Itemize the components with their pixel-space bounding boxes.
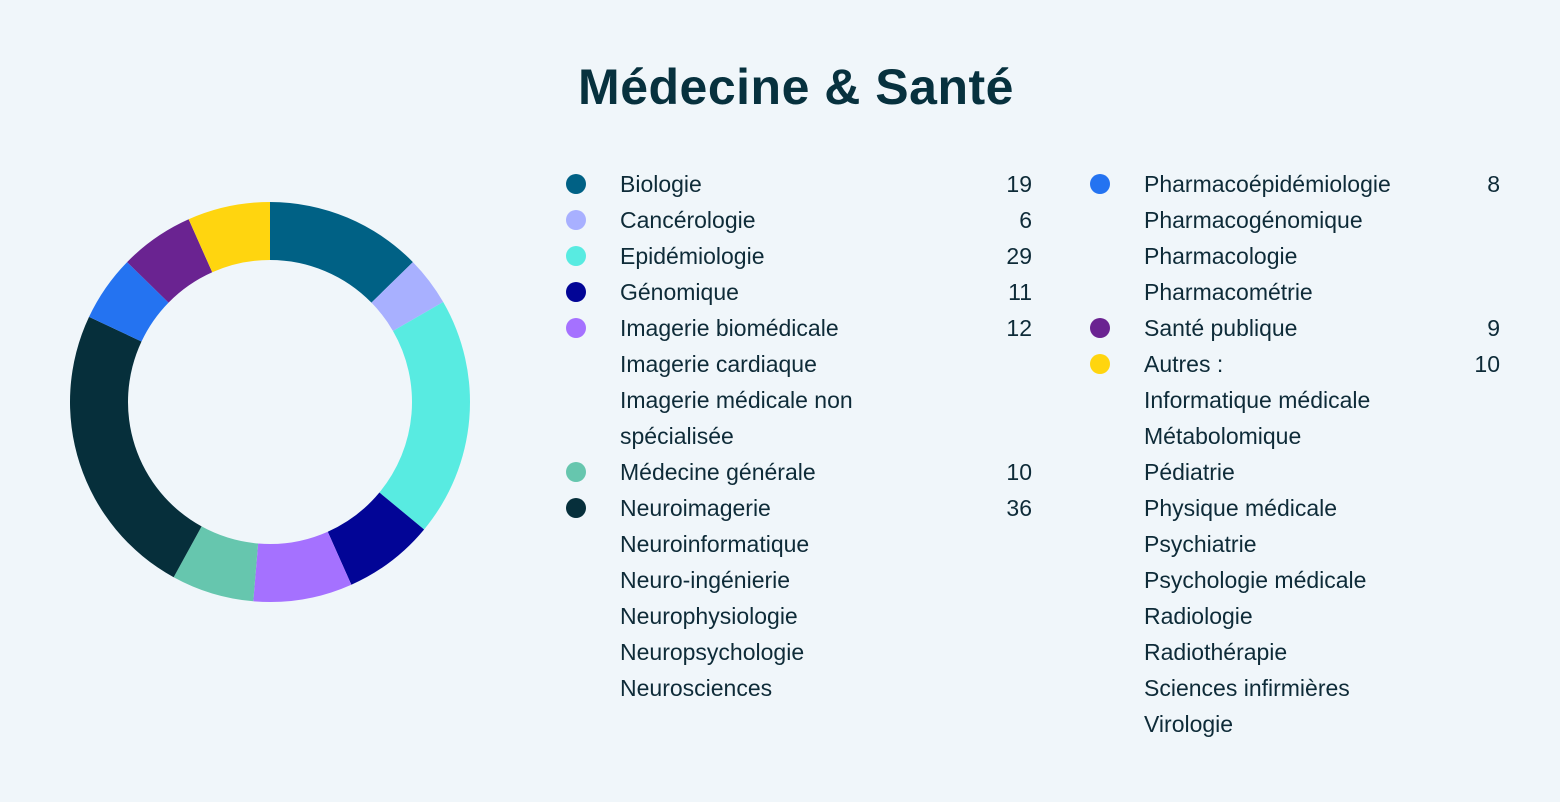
legend-label: Neuroimagerie [620, 495, 771, 521]
legend-dot [566, 318, 586, 338]
legend-count: 10 [1006, 459, 1032, 485]
legend-subitem: Physique médicale [1144, 495, 1338, 521]
legend-subitem: Imagerie cardiaque [620, 351, 817, 377]
legend-row: Biologie 19 [560, 166, 1036, 202]
slice-biologie [270, 202, 413, 303]
legend-dot [566, 498, 586, 518]
legend-subitem: Neuroinformatique [620, 531, 810, 557]
slice-autres [188, 202, 270, 273]
legend-entry-sante-publique: Santé publique 9 [1084, 310, 1504, 346]
legend-row: Imagerie biomédicale 12 [560, 310, 1036, 346]
slice-genomique [327, 492, 425, 585]
legend-row: Médecine générale 10 [560, 454, 1036, 490]
slice-neuroimagerie [70, 316, 202, 578]
legend-subitem: Neuro-ingénierie [620, 567, 791, 593]
legend-dot [566, 462, 586, 482]
legend-label: Génomique [620, 279, 739, 305]
legend-subitem: Pharmacogénomique [1144, 207, 1363, 233]
slice-epidemiologie [379, 302, 471, 530]
legend-subitem: Pharmacologie [1144, 243, 1298, 269]
donut-chart [70, 202, 471, 602]
legend-count: 19 [1006, 171, 1032, 197]
legend-dot [566, 210, 586, 230]
legend-dot [566, 282, 586, 302]
slice-medecine-generale [173, 526, 259, 602]
legend-subitem: Psychiatrie [1144, 531, 1257, 557]
legend-dot [566, 174, 586, 194]
legend-subitem: Informatique médicale [1144, 387, 1371, 413]
legend-count: 8 [1487, 171, 1500, 197]
legend-row: Santé publique 9 [1084, 310, 1504, 346]
slice-cancerologie [371, 262, 444, 331]
legend-entry-cancerologie: Cancérologie 6 [560, 202, 1036, 238]
legend-label: Pharmacoépidémiologie [1144, 171, 1391, 197]
legend-subitem: Neurosciences [620, 675, 773, 701]
legend-label: Médecine générale [620, 459, 816, 485]
legend-right-column: Pharmacoépidémiologie 8 Pharmacogénomique P… [1084, 166, 1504, 742]
legend-count: 29 [1006, 243, 1032, 269]
legend-subitem: Pharmacométrie [1144, 279, 1313, 305]
legend-count: 12 [1006, 315, 1032, 341]
slice-sante-publique [127, 219, 213, 303]
legend-entry-autres: Autres : 10 Informatique médicale Métabolom… [1084, 346, 1504, 742]
legend-dot [566, 246, 586, 266]
legend-subitem: Radiothérapie [1144, 639, 1288, 665]
legend-subitem: Pédiatrie [1144, 459, 1235, 485]
legend-label: Biologie [620, 171, 702, 197]
legend-dot [1090, 174, 1110, 194]
legend-label: Autres : [1144, 351, 1224, 377]
legend-subitem: Virologie [1144, 711, 1234, 737]
legend-count: 6 [1019, 207, 1032, 233]
legend-subitem: Neurophysiologie [620, 603, 798, 629]
legend-row: Autres : 10 [1084, 346, 1504, 382]
legend-entry-pharmacoepidemiologie: Pharmacoépidémiologie 8 Pharmacogénomique P… [1084, 166, 1504, 310]
legend-entry-medecine-generale: Médecine générale 10 [560, 454, 1036, 490]
chart-title: Médecine & Santé [578, 59, 1014, 115]
legend-entry-genomique: Génomique 11 [560, 274, 1036, 310]
legend-label: Cancérologie [620, 207, 756, 233]
legend-entry-neuroimagerie: Neuroimagerie 36 Neuroinformatique Neuro-in… [560, 490, 1036, 706]
legend-subitem: Neuropsychologie [620, 639, 805, 665]
legend-subitem: Métabolomique [1144, 423, 1302, 449]
slice-pharmacoepidemiologie [89, 262, 169, 342]
legend-label: Epidémiologie [620, 243, 765, 269]
legend-entry-biologie: Biologie 19 [560, 166, 1036, 202]
legend-row: Cancérologie 6 [560, 202, 1036, 238]
legend-count: 36 [1006, 495, 1032, 521]
legend-entry-imagerie-biomedicale: Imagerie biomédicale 12 Imagerie cardiaque… [560, 310, 1036, 454]
legend-count: 9 [1487, 315, 1500, 341]
legend-row: Génomique 11 [560, 274, 1036, 310]
legend-count: 11 [1008, 279, 1032, 305]
legend-count: 10 [1474, 351, 1500, 377]
legend-dot [1090, 318, 1110, 338]
legend-subitem: Imagerie médicale non spécialisée [620, 387, 853, 449]
legend-entry-epidemiologie: Epidémiologie 29 [560, 238, 1036, 274]
legend-label: Imagerie biomédicale [620, 315, 839, 341]
legend-subitem: Radiologie [1144, 603, 1253, 629]
legend-row: Neuroimagerie 36 [560, 490, 1036, 526]
legend-label: Santé publique [1144, 315, 1298, 341]
legend-subitem: Psychologie médicale [1144, 567, 1367, 593]
legend-row: Epidémiologie 29 [560, 238, 1036, 274]
legend-row: Pharmacoépidémiologie 8 [1084, 166, 1504, 202]
slice-imagerie-biomedicale [253, 531, 352, 602]
legend-dot [1090, 354, 1110, 374]
legend-subitem: Sciences infirmières [1144, 675, 1350, 701]
legend-left-column: Biologie 19 Cancérologie 6 Epidémiologie 29 Gé… [560, 166, 1036, 706]
